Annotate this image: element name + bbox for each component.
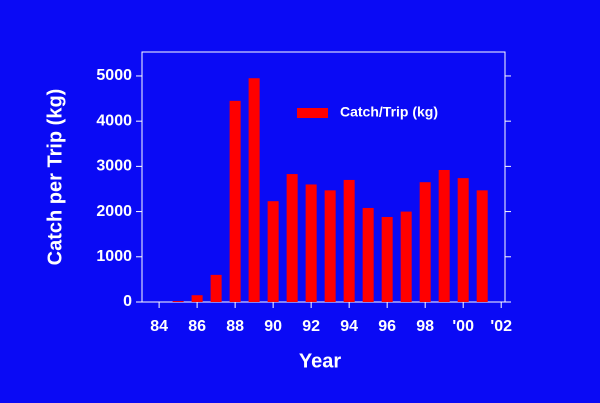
y-tick-label: 5000 — [96, 67, 132, 84]
y-tick-label: 2000 — [96, 203, 132, 220]
bar — [400, 211, 412, 302]
legend-swatch — [297, 108, 328, 118]
bar — [343, 179, 355, 302]
x-tick-label: '00 — [452, 318, 474, 335]
y-tick-label: 0 — [123, 293, 132, 310]
bar — [191, 295, 203, 302]
bar — [476, 190, 488, 302]
bar — [438, 169, 450, 302]
bar — [286, 174, 298, 302]
bar — [248, 78, 260, 302]
x-tick-label: 90 — [264, 318, 282, 335]
x-tick-label: 94 — [340, 318, 358, 335]
legend-label: Catch/Trip (kg) — [340, 104, 438, 120]
x-tick-label: 98 — [416, 318, 434, 335]
bar — [210, 274, 222, 302]
x-tick-label: 84 — [150, 318, 168, 335]
x-tick-label: 88 — [226, 318, 244, 335]
bar — [324, 190, 336, 302]
x-axis-label: Year — [299, 350, 341, 372]
x-tick-label: 92 — [302, 318, 320, 335]
bar — [419, 182, 431, 302]
bar — [229, 100, 241, 303]
bar — [381, 217, 393, 302]
bar — [457, 178, 469, 302]
y-tick-label: 4000 — [96, 112, 132, 129]
plot-frame — [141, 51, 506, 303]
bar — [305, 184, 317, 302]
bar — [267, 201, 279, 302]
x-tick-label: 86 — [188, 318, 206, 335]
y-tick-label: 1000 — [96, 248, 132, 265]
bar — [172, 301, 184, 302]
y-tick-label: 3000 — [96, 158, 132, 175]
bar — [362, 207, 374, 302]
y-axis-label: Catch per Trip (kg) — [44, 89, 66, 266]
x-tick-label: 96 — [378, 318, 396, 335]
x-tick-label: '02 — [490, 318, 512, 335]
